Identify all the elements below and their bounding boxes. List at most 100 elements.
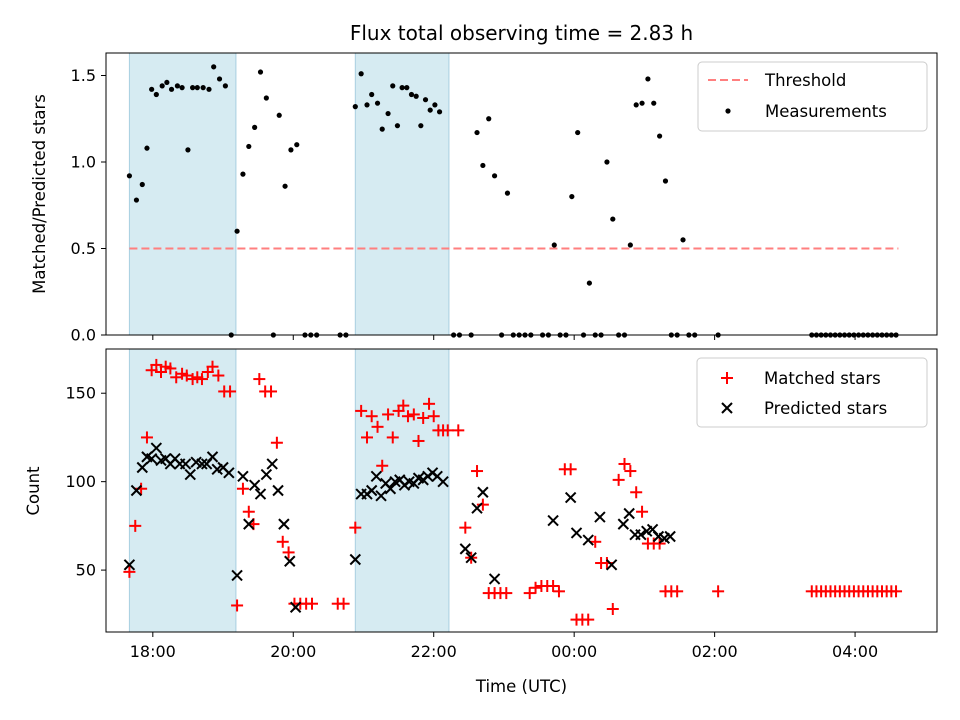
- matched-star-marker: [529, 581, 542, 594]
- marker-stroke: [365, 484, 378, 497]
- predicted-star-marker: [349, 553, 362, 566]
- marker-stroke: [248, 479, 261, 491]
- matched-star-marker: [386, 431, 399, 444]
- marker-stroke: [488, 573, 501, 585]
- legend-matched-swatch: [721, 372, 733, 384]
- measurement-point: [139, 181, 145, 188]
- matched-star-marker: [523, 587, 536, 600]
- predicted-star-marker: [248, 479, 261, 491]
- x-tick-label: 20:00: [270, 642, 316, 661]
- marker-stroke: [231, 569, 243, 582]
- matched-star-marker: [427, 410, 440, 423]
- y-tick-label: 150: [65, 384, 96, 403]
- legend-predicted-label: Predicted stars: [764, 399, 887, 418]
- matched-star-marker: [270, 436, 283, 449]
- y-tick-label: 0.0: [71, 326, 96, 345]
- predicted-star-marker: [145, 452, 158, 465]
- top-y-axis-label: Matched/Predicted stars: [30, 94, 49, 294]
- measurement-point: [257, 69, 264, 75]
- marker-stroke: [437, 475, 449, 488]
- x-tick-label: 18:00: [130, 642, 176, 661]
- legend-threshold-label: Threshold: [764, 71, 846, 90]
- y-tick-label: 50: [76, 561, 96, 580]
- predicted-star-marker: [582, 534, 594, 546]
- marker-stroke: [652, 530, 665, 543]
- matched-star-marker: [397, 399, 410, 412]
- marker-stroke: [375, 490, 387, 502]
- measurement-point: [551, 242, 557, 248]
- marker-stroke: [384, 483, 397, 495]
- bottom-legend-box: [696, 357, 928, 428]
- matched-star-marker: [242, 505, 255, 518]
- measurement-point: [390, 83, 396, 89]
- predicted-star-marker: [184, 468, 196, 481]
- matched-star-marker: [276, 535, 289, 548]
- marker-stroke: [254, 488, 267, 500]
- measurement-point: [234, 228, 240, 234]
- matched-star-marker: [471, 465, 484, 478]
- predicted-star-marker: [547, 514, 559, 527]
- y-tick-label: 1.5: [71, 66, 96, 85]
- predicted-star-marker: [136, 461, 148, 474]
- measurement-point: [422, 97, 429, 103]
- marker-stroke: [289, 601, 302, 613]
- measurement-point: [604, 159, 610, 165]
- matched-star-marker: [890, 585, 903, 598]
- top-x-ticks: [152, 335, 856, 340]
- bottom-y-ticks: 50 100 150: [65, 384, 106, 580]
- matched-star-marker: [195, 373, 208, 386]
- measurement-point: [190, 85, 196, 91]
- measurement-point: [364, 102, 370, 108]
- measurement-point: [164, 79, 170, 86]
- measurement-point: [374, 100, 381, 106]
- measurement-point: [385, 110, 391, 117]
- matched-star-marker: [624, 465, 637, 478]
- measurement-point: [408, 91, 415, 98]
- bottom-legend: Matched stars Predicted stars: [696, 357, 928, 428]
- marker-stroke: [564, 491, 577, 504]
- matched-star-marker: [476, 498, 489, 511]
- legend-measurements-swatch: [725, 108, 731, 114]
- marker-stroke: [465, 552, 477, 564]
- predicted-stars-points: [123, 442, 676, 613]
- matched-star-marker: [129, 519, 142, 532]
- measurement-point: [662, 178, 669, 184]
- matched-star-marker: [459, 521, 472, 534]
- predicted-star-marker: [266, 458, 278, 470]
- predicted-star-marker: [196, 458, 208, 470]
- marker-stroke: [217, 461, 229, 474]
- matched-star-marker: [376, 459, 389, 472]
- measurement-point: [133, 197, 140, 203]
- matched-star-marker: [582, 613, 595, 626]
- y-tick-label: 100: [65, 472, 96, 491]
- matched-star-marker: [123, 565, 136, 578]
- measurement-point: [240, 171, 246, 177]
- marker-stroke: [272, 484, 284, 497]
- marker-stroke: [664, 530, 676, 543]
- marker-stroke: [237, 470, 249, 483]
- matched-star-marker: [224, 385, 237, 398]
- marker-stroke: [349, 553, 362, 566]
- matched-star-marker: [382, 408, 395, 421]
- measurement-point: [288, 147, 294, 153]
- measurement-point: [276, 112, 282, 118]
- marker-stroke: [150, 442, 163, 454]
- predicted-star-marker: [284, 555, 296, 567]
- measurement-point: [126, 173, 133, 179]
- measurement-point: [491, 173, 498, 179]
- measurement-point: [369, 91, 375, 98]
- matched-star-marker: [355, 404, 368, 417]
- x-tick-label: 02:00: [692, 642, 738, 661]
- matched-star-marker: [212, 369, 225, 382]
- measurement-point: [436, 109, 443, 115]
- marker-stroke: [370, 470, 383, 483]
- measurement-point: [432, 102, 438, 108]
- legend-predicted-swatch: [721, 402, 733, 414]
- predicted-star-marker: [635, 529, 647, 541]
- marker-stroke: [130, 484, 143, 497]
- matched-star-marker: [564, 463, 577, 476]
- predicted-star-marker: [260, 468, 273, 481]
- measurement-point: [149, 86, 155, 92]
- predicted-star-marker: [130, 484, 143, 497]
